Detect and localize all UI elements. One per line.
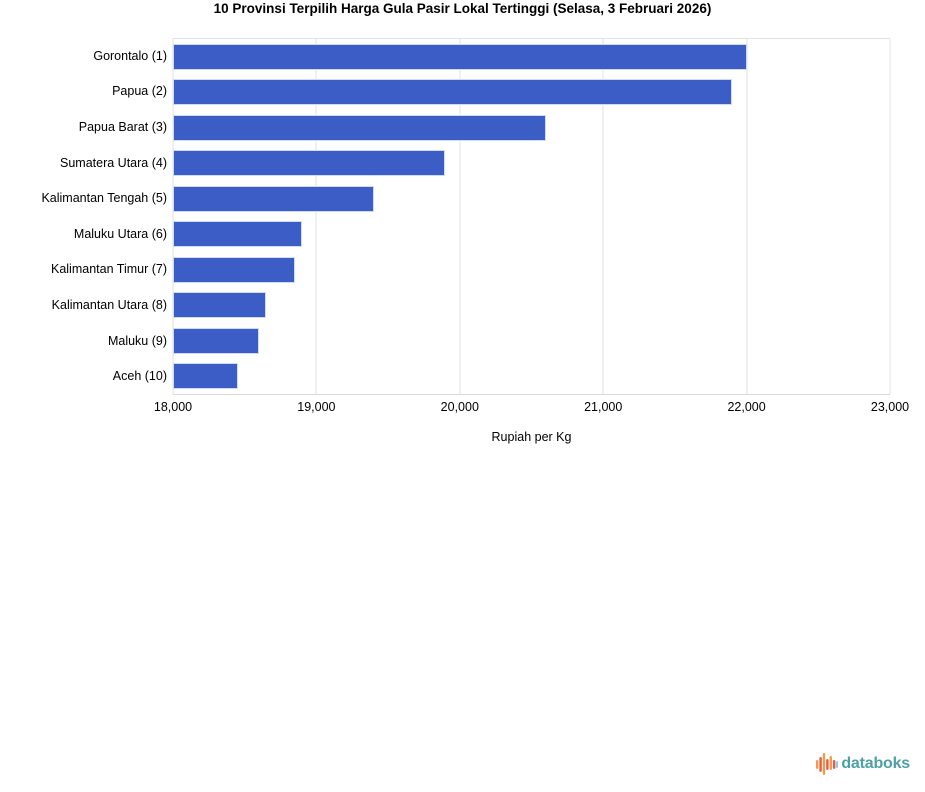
category-label: Maluku (9): [107, 333, 167, 348]
bar-row: [173, 75, 890, 111]
gridline: [889, 39, 891, 394]
bar-row: [173, 359, 890, 395]
bar-row: [173, 181, 890, 217]
category-label: Maluku Utara (6): [73, 226, 167, 241]
bar-row: [173, 323, 890, 359]
x-tick-label: 18,000: [153, 400, 193, 414]
bar[interactable]: [173, 150, 446, 177]
category-label: Kalimantan Tengah (5): [41, 191, 167, 206]
gridline: [459, 39, 461, 394]
x-axis-label: Rupiah per Kg: [491, 430, 572, 444]
category-label: Papua (2): [112, 84, 167, 99]
bar[interactable]: [173, 327, 260, 354]
x-tick-label: 22,000: [727, 400, 766, 414]
category-label: Sumatera Utara (4): [60, 155, 167, 170]
category-label: Aceh (10): [112, 369, 167, 384]
bar[interactable]: [173, 256, 295, 283]
x-tick-label: 20,000: [440, 400, 479, 414]
category-label: Papua Barat (3): [78, 119, 167, 134]
gridline: [315, 39, 317, 394]
x-tick-label: 23,000: [870, 400, 910, 414]
bar[interactable]: [173, 79, 733, 106]
x-tick-label: 21,000: [584, 400, 623, 414]
databoks-pulse-icon: [816, 753, 839, 775]
bar-row: [173, 252, 890, 288]
gridline: [746, 39, 748, 394]
category-label: Kalimantan Utara (8): [51, 297, 167, 312]
gridline: [172, 39, 174, 394]
plot-area: [172, 38, 891, 395]
category-label: Kalimantan Timur (7): [50, 262, 167, 277]
category-label: Gorontalo (1): [93, 48, 167, 63]
bar-row: [173, 217, 890, 253]
bar-row: [173, 110, 890, 146]
gridline: [602, 39, 604, 394]
bar[interactable]: [173, 292, 267, 319]
chart-title: 10 Provinsi Terpilih Harga Gula Pasir Lo…: [213, 1, 712, 16]
bar-row: [173, 146, 890, 182]
x-axis-ticks: 18,000 19,000 20,000 21,000 22,000 23,000: [154, 400, 909, 416]
bar-row: [173, 39, 890, 75]
bar[interactable]: [173, 43, 747, 70]
bar-rows: [173, 39, 890, 394]
bar[interactable]: [173, 363, 238, 390]
bar[interactable]: [173, 221, 303, 248]
x-tick-label: 19,000: [297, 400, 336, 414]
bar[interactable]: [173, 114, 546, 141]
x-axis-line: [173, 394, 890, 395]
category-labels: Gorontalo (1) Papua (2) Papua Barat (3) Sum…: [0, 38, 167, 394]
bar-row: [173, 288, 890, 324]
gridlines: [172, 39, 891, 394]
bar[interactable]: [173, 185, 374, 212]
brand-logo: databoks: [816, 750, 910, 778]
brand-name: databoks: [841, 755, 910, 772]
